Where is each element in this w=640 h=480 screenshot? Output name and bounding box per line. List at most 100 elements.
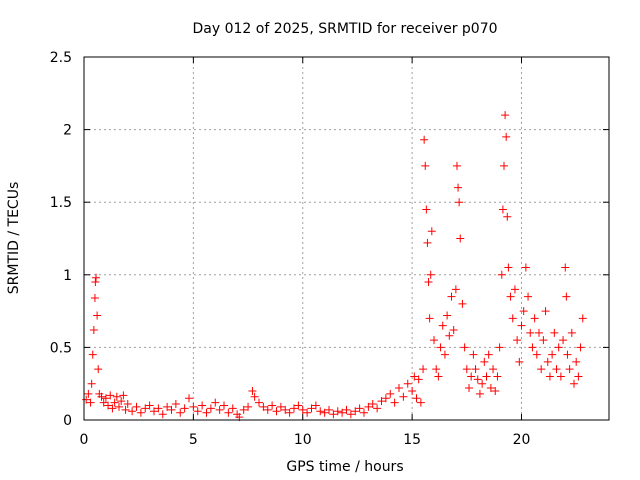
data-point <box>456 234 465 243</box>
data-point <box>255 398 263 407</box>
data-point <box>554 343 563 352</box>
data-point <box>180 404 189 413</box>
data-point <box>519 307 528 316</box>
data-point <box>377 397 386 406</box>
data-point <box>198 401 207 410</box>
data-point <box>176 408 185 417</box>
data-point <box>220 401 228 410</box>
data-point <box>436 343 445 352</box>
data-point <box>445 331 454 340</box>
x-tick-label: 10 <box>294 432 312 448</box>
data-point <box>325 405 333 414</box>
data-point <box>451 285 460 294</box>
data-point <box>93 311 102 320</box>
data-point <box>421 161 430 170</box>
y-tick-label: 1 <box>63 268 72 284</box>
data-point <box>565 365 574 374</box>
data-point <box>510 285 519 294</box>
data-point <box>486 384 495 393</box>
data-point <box>471 365 480 374</box>
data-point <box>500 161 508 170</box>
data-point <box>469 350 478 359</box>
data-point <box>447 292 456 301</box>
data-point <box>263 405 272 414</box>
data-point <box>424 278 433 287</box>
data-point <box>462 365 471 374</box>
data-point <box>482 372 491 381</box>
data-point <box>329 410 338 419</box>
data-point <box>570 379 578 388</box>
data-point <box>503 212 512 221</box>
data-point <box>561 263 570 272</box>
data-point <box>250 392 259 401</box>
chart-title: Day 012 of 2025, SRMTID for receiver p07… <box>192 21 497 37</box>
data-point <box>416 398 425 407</box>
data-point <box>355 404 364 413</box>
data-point <box>248 386 257 395</box>
data-point <box>239 405 248 414</box>
data-point <box>351 407 360 416</box>
data-point <box>498 205 507 214</box>
data-point <box>360 408 368 417</box>
data-point <box>244 402 253 411</box>
y-tick-label: 2 <box>63 123 72 139</box>
data-point <box>281 405 290 414</box>
data-point <box>136 408 145 417</box>
y-tick-label: 2.5 <box>50 50 72 66</box>
data-point <box>432 365 441 374</box>
data-point <box>276 402 285 411</box>
data-point <box>528 343 537 352</box>
data-point <box>460 343 469 352</box>
data-point <box>508 314 517 323</box>
data-point <box>101 394 110 403</box>
data-point <box>316 407 325 416</box>
data-point <box>480 357 489 366</box>
data-point <box>333 407 342 416</box>
data-point <box>502 132 511 141</box>
data-point <box>426 270 435 279</box>
data-point <box>420 135 429 144</box>
grid-lines <box>84 57 609 420</box>
data-point <box>539 336 548 345</box>
data-point <box>530 314 539 323</box>
data-point <box>90 294 99 303</box>
data-point <box>484 350 493 359</box>
data-point <box>206 404 215 413</box>
data-point <box>454 183 463 192</box>
y-tick-label: 1.5 <box>50 195 72 211</box>
data-point <box>189 402 198 411</box>
data-point <box>427 227 436 236</box>
data-point <box>574 372 583 381</box>
data-point <box>543 357 552 366</box>
data-point <box>193 407 202 416</box>
data-point <box>399 392 408 401</box>
plot-frame <box>83 56 610 421</box>
data-point <box>559 336 568 345</box>
data-point <box>458 299 467 308</box>
data-point <box>567 328 576 337</box>
data-point <box>364 402 373 411</box>
data-point <box>104 401 113 410</box>
data-point <box>545 372 554 381</box>
data-point <box>338 408 347 417</box>
data-point <box>268 401 277 410</box>
data-point <box>311 401 320 410</box>
data-point <box>455 198 464 207</box>
data-point <box>285 408 294 417</box>
data-point <box>132 402 141 411</box>
data-point <box>150 407 158 416</box>
data-point <box>497 270 506 279</box>
x-tick-label: 0 <box>80 432 89 448</box>
data-point <box>414 375 423 384</box>
data-point <box>465 384 473 393</box>
data-point <box>403 379 412 388</box>
data-point <box>294 401 303 410</box>
data-point <box>215 405 224 414</box>
data-point <box>381 394 390 403</box>
data-point <box>211 398 220 407</box>
y-axis-label: SRMTID / TECUs <box>6 182 22 295</box>
data-point <box>562 292 571 301</box>
data-point <box>410 372 419 381</box>
tick-labels: 0 0.5 1 1.5 2 2.5 0 5 10 15 20 <box>50 50 531 448</box>
data-point <box>449 325 458 334</box>
